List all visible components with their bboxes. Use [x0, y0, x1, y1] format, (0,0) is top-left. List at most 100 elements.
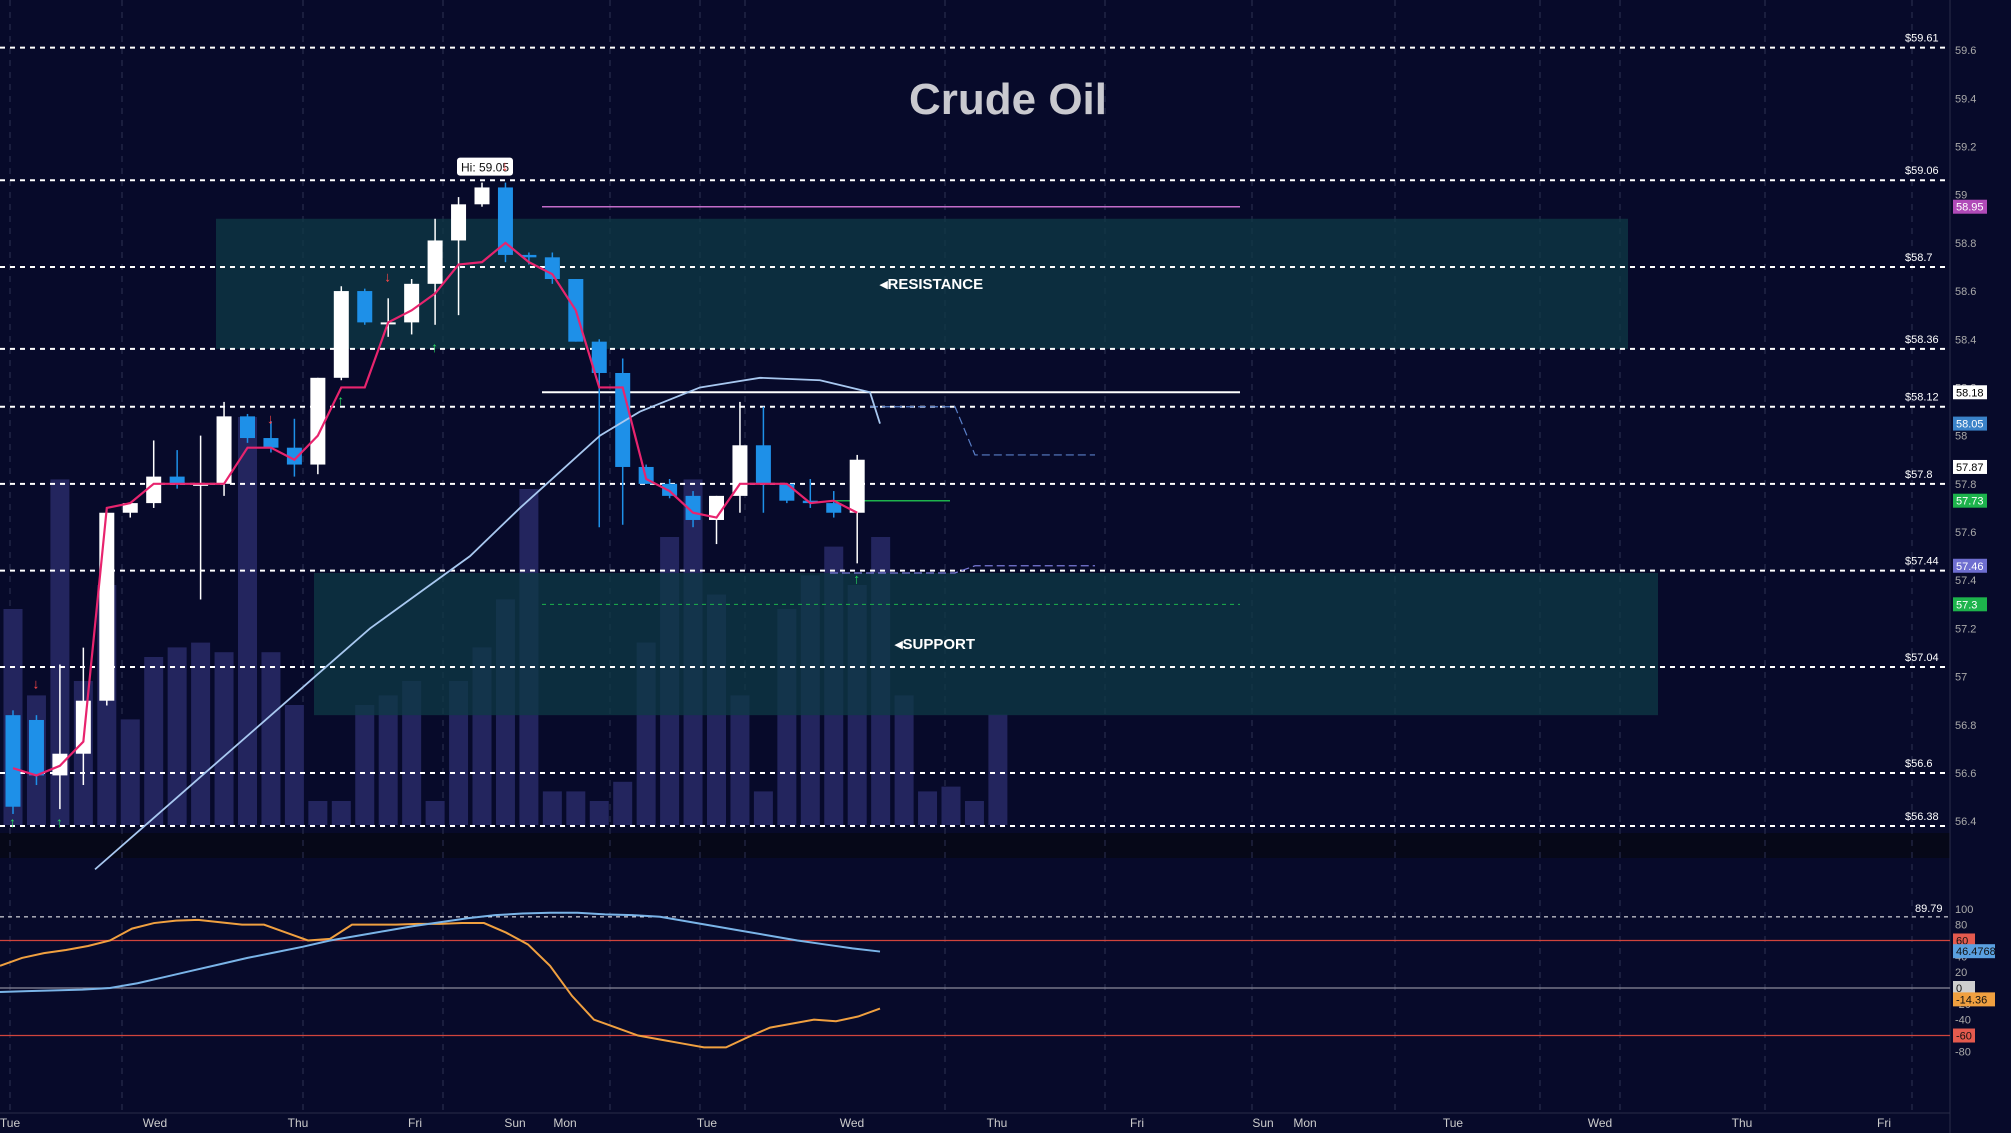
price-tag-label: 57.3 — [1956, 599, 1977, 611]
candle-body — [732, 445, 748, 496]
volume-bar — [449, 681, 469, 825]
volume-bar — [50, 479, 70, 825]
candle-body — [286, 447, 302, 465]
price-tick: 57.4 — [1955, 575, 1976, 587]
time-label: Sun — [504, 1116, 525, 1130]
candle-body — [404, 283, 420, 323]
panel-separator — [0, 833, 1950, 858]
price-tick: 57.6 — [1955, 527, 1976, 539]
volume-bar — [566, 791, 586, 825]
volume-bar — [964, 801, 984, 825]
osc-tag-box — [1953, 981, 1975, 995]
volume-bar — [894, 695, 914, 825]
price-tag-box — [1953, 459, 1987, 474]
volume-bar — [261, 652, 281, 825]
volume-bar — [167, 647, 187, 825]
zone-resistance — [216, 218, 1628, 349]
osc-d-line — [0, 911, 881, 993]
sell-arrow-icon: ↓ — [267, 411, 274, 427]
volume-bar — [214, 652, 234, 825]
price-tick: 59.2 — [1955, 141, 1976, 153]
price-tick: 58 — [1955, 431, 1967, 443]
candle-body — [497, 187, 513, 255]
osc-tag-label: 0 — [1956, 983, 1962, 995]
time-label: Thu — [288, 1116, 309, 1130]
candle-body — [755, 445, 771, 484]
candle-body — [333, 291, 349, 378]
level-label: $57.44 — [1905, 556, 1939, 568]
sell-arrow-icon: ↓ — [32, 676, 39, 692]
sell-arrow-icon: ↓ — [501, 158, 508, 174]
price-tick: 57.2 — [1955, 623, 1976, 635]
level-label: $58.7 — [1905, 252, 1933, 264]
level-label: $58.12 — [1905, 392, 1939, 404]
chart-title: Crude Oil — [909, 75, 1107, 124]
price-tag-box — [1953, 199, 1987, 214]
price-tag-box — [1953, 558, 1987, 573]
candle-body — [521, 254, 537, 258]
volume-bar — [355, 705, 375, 825]
volume-bar — [988, 714, 1008, 825]
volume-bar — [191, 642, 211, 825]
volume-bar — [613, 781, 633, 825]
fast-moving-average — [12, 241, 858, 777]
price-tick: 57 — [1955, 672, 1967, 684]
price-tag-label: 57.87 — [1956, 462, 1984, 474]
volume-bar — [238, 417, 257, 825]
price-tick: 59 — [1955, 190, 1967, 202]
time-label: Tue — [0, 1116, 20, 1130]
osc-tick: 80 — [1955, 920, 1967, 932]
candle-body — [99, 512, 115, 701]
candle-body — [826, 503, 842, 513]
time-label: Thu — [1732, 1116, 1753, 1130]
price-tick: 56.8 — [1955, 720, 1976, 732]
volume-bar — [542, 791, 562, 825]
price-tag-label: 58.18 — [1956, 387, 1984, 399]
osc-tag-box — [1953, 992, 1995, 1007]
candle-body — [615, 372, 631, 467]
candle-body — [28, 719, 44, 776]
zone-support — [314, 572, 1658, 716]
osc-tag-box — [1953, 944, 1995, 959]
volume-bar — [308, 801, 328, 825]
candle-body — [216, 416, 232, 484]
osc-tag-box — [1953, 933, 1975, 948]
time-label: Tue — [1443, 1116, 1464, 1130]
buy-arrow-icon: ↑ — [853, 570, 860, 586]
time-label: Thu — [987, 1116, 1008, 1130]
time-axis: Tue Wed Thu Fri Sun Mon Tue Wed Thu Fri Sun Mon Tue W… — [0, 1116, 1891, 1130]
osc-tick: -80 — [1955, 1046, 1971, 1058]
volume-bar — [425, 801, 445, 825]
oscillator-panel: 89.79100806040200-20-40-60-806046.47680-… — [0, 903, 1996, 1058]
price-tag-label: 57.73 — [1956, 496, 1984, 508]
price-tick: 56.6 — [1955, 768, 1976, 780]
osc-tag-label: -14.36 — [1956, 994, 1987, 1006]
time-label: Mon — [1293, 1116, 1316, 1130]
zone-label: ◂RESISTANCE — [879, 276, 983, 293]
volume-bar — [144, 657, 164, 825]
price-tag-box — [1953, 385, 1987, 400]
level-label: $56.38 — [1905, 811, 1939, 823]
candle-body — [263, 438, 279, 448]
dashed-projection-low — [830, 565, 1095, 574]
level-label: $57.04 — [1905, 652, 1939, 664]
level-label: $59.61 — [1905, 33, 1939, 45]
candle-body — [849, 459, 865, 513]
candle-body — [451, 204, 467, 241]
level-label: $58.36 — [1905, 334, 1939, 346]
candle-body — [169, 476, 185, 484]
price-tag-box — [1953, 597, 1987, 612]
price-tick: 58.4 — [1955, 334, 1976, 346]
candles-layer: Hi: 59.05↓↓↓↓↑ ↑↑↑↑ — [5, 158, 865, 830]
time-label: Tue — [697, 1116, 718, 1130]
dashed-projection — [870, 406, 1095, 456]
slow-moving-average — [94, 376, 881, 871]
candle-body — [591, 341, 607, 373]
buy-arrow-icon: ↑ — [9, 814, 16, 830]
volume-bar — [378, 695, 398, 825]
zone-label: ◂SUPPORT — [894, 636, 975, 653]
time-label: Fri — [1130, 1116, 1144, 1130]
candle-body — [146, 476, 162, 504]
price-tick: 56.4 — [1955, 816, 1976, 828]
